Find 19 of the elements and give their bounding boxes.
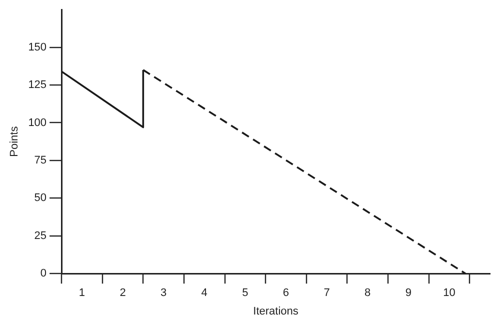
x-tick-label: 8	[364, 287, 371, 300]
y-tick-label: 25	[34, 230, 47, 242]
x-tick-label: 1	[78, 287, 86, 300]
x-tick-label: 3	[160, 287, 167, 300]
y-tick-label: 50	[34, 192, 47, 204]
y-tick-label: 150	[28, 41, 47, 54]
y-tick-label: 100	[28, 116, 47, 129]
x-tick-label: 6	[282, 287, 290, 300]
y-tick-label: 0	[40, 268, 47, 280]
y-tick-label: 75	[34, 154, 47, 166]
x-tick-label: 4	[201, 287, 208, 300]
x-tick-label: 7	[324, 287, 330, 300]
y-tick-label: 125	[28, 79, 47, 92]
x-axis-title: Iterations	[253, 305, 299, 318]
x-tick-label: 10	[443, 287, 456, 300]
x-tick-label: 5	[242, 287, 248, 300]
x-tick-label: 2	[120, 287, 126, 300]
y-axis-title: Points	[8, 126, 21, 157]
x-tick-label: 9	[405, 287, 412, 300]
